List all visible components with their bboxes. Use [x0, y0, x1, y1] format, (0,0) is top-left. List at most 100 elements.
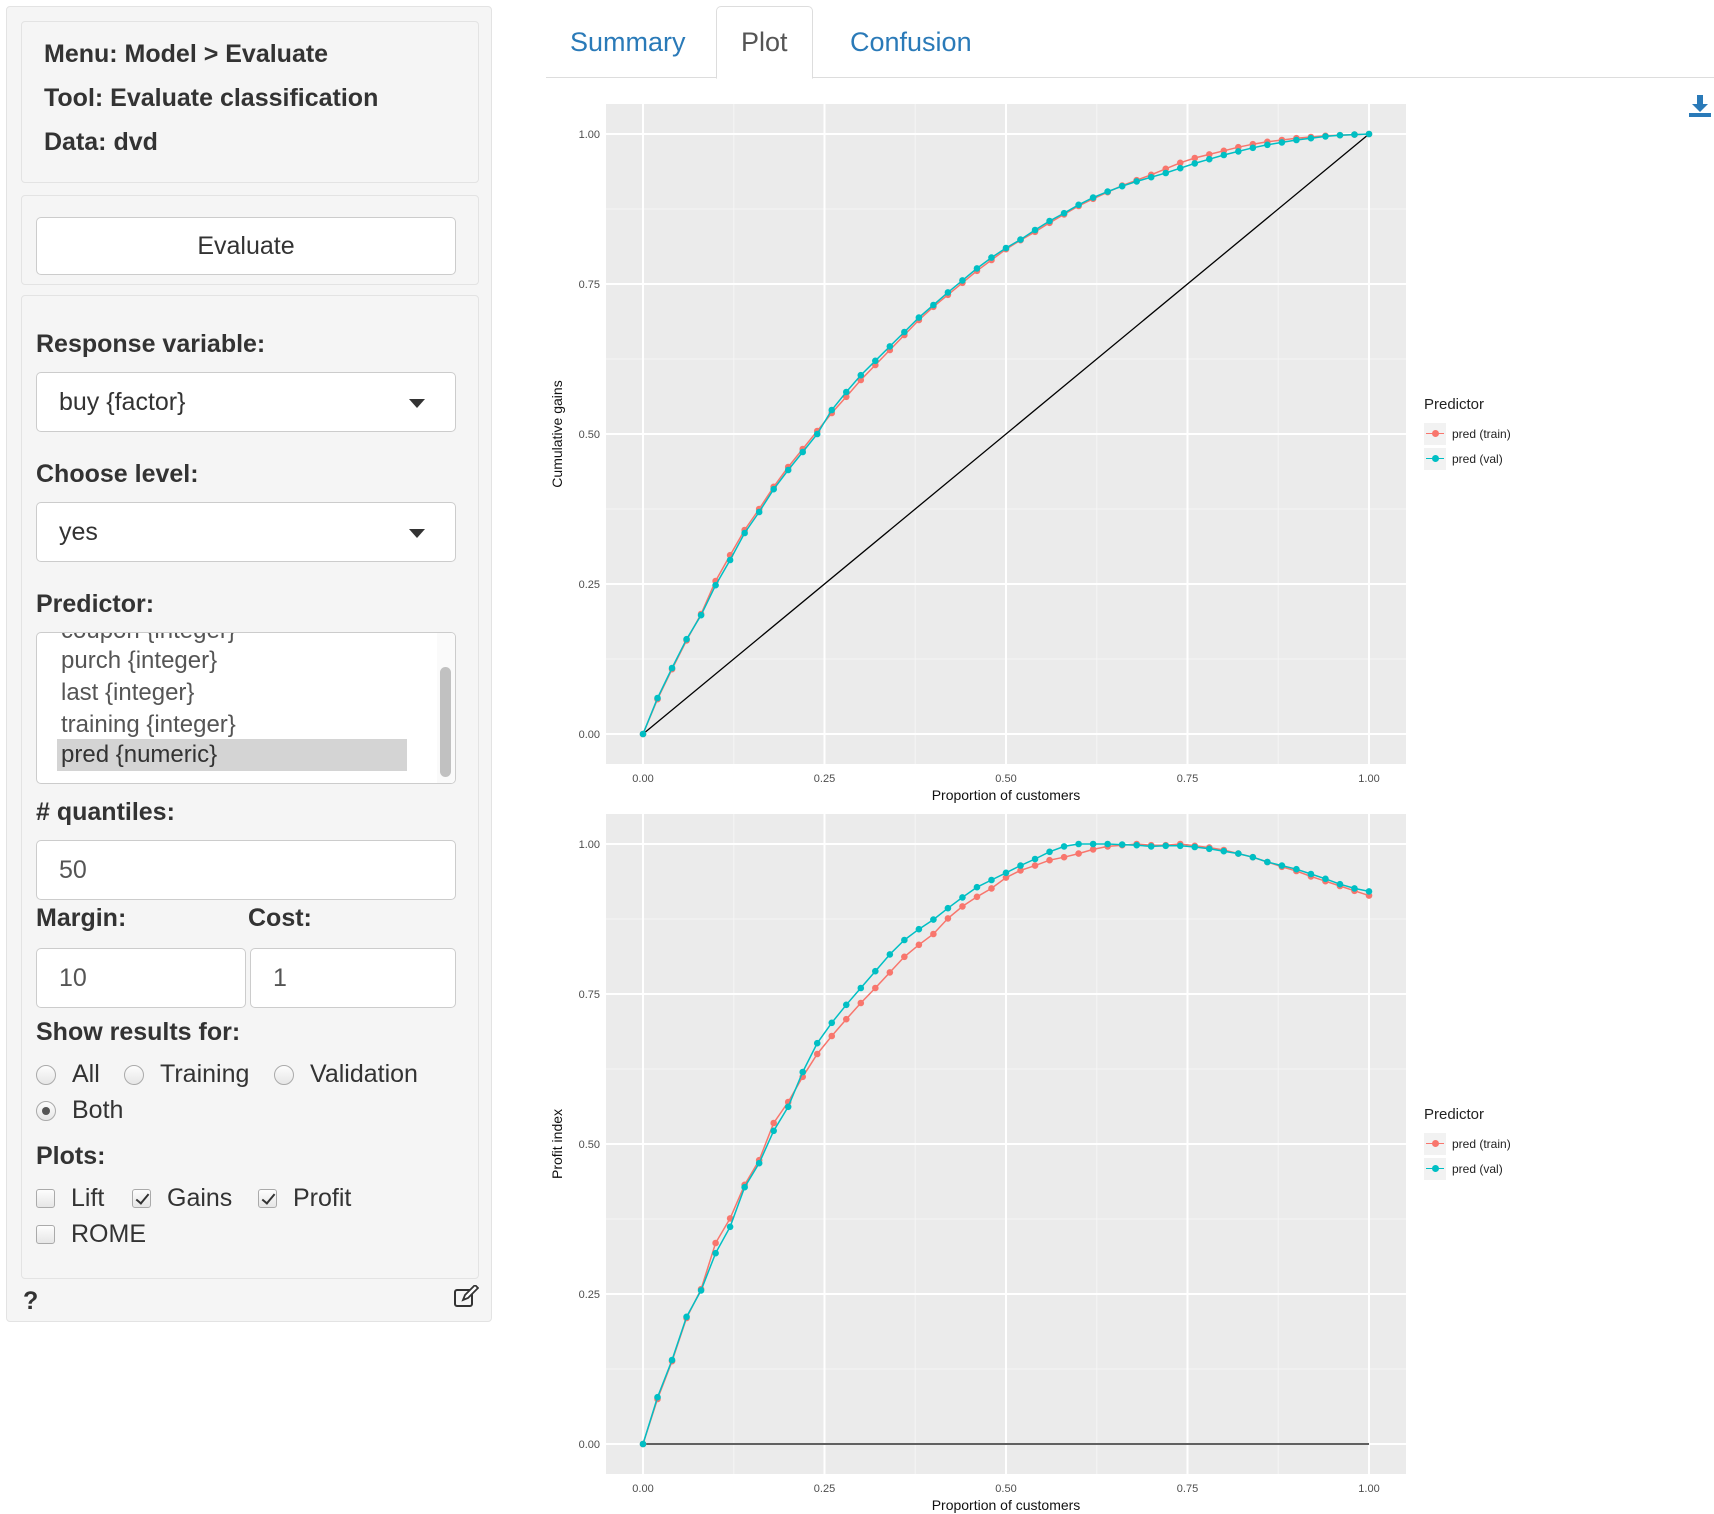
data-point	[901, 936, 908, 944]
gains-chart: 0.00 0.00 0.25 0.25 0.50 0.50 0.75 0.75 1.00 1.00…	[549, 104, 1406, 803]
predictor-option[interactable]: last {integer}	[61, 679, 195, 706]
response-variable-select[interactable]: buy {factor}	[36, 372, 456, 432]
edit-icon[interactable]	[453, 1283, 480, 1314]
checkbox-gains[interactable]: Gains	[132, 1184, 232, 1213]
evaluate-button[interactable]: Evaluate	[36, 217, 456, 275]
gains-plot: 0.00 0.00 0.25 0.25 0.50 0.50 0.75 0.75 1.00 1.00…	[546, 94, 1546, 804]
help-icon[interactable]: ?	[23, 1287, 39, 1315]
data-point	[915, 941, 923, 949]
x-tick-label: 0.75	[1177, 773, 1198, 785]
data-point	[654, 1393, 661, 1401]
legend-key	[1424, 1157, 1446, 1180]
data-point	[1075, 840, 1082, 848]
data-point	[1133, 178, 1140, 185]
chevron-down-icon	[409, 529, 425, 538]
radio-button[interactable]	[124, 1064, 144, 1085]
legend-label: pred (val)	[1452, 1161, 1503, 1176]
data-point	[1365, 888, 1373, 895]
data-point	[973, 883, 981, 891]
x-tick-label: 0.00	[632, 1483, 653, 1495]
choose-level-select[interactable]: yes	[36, 502, 456, 562]
data-point	[930, 930, 937, 938]
data-point	[741, 529, 748, 537]
margin-input[interactable]: 10	[36, 948, 246, 1008]
y-tick-label: 0.25	[579, 579, 600, 591]
radio-button-selected[interactable]	[36, 1100, 56, 1121]
data-point	[639, 1440, 647, 1448]
predictor-listbox[interactable]: coupon {integer} purch {integer} last {i…	[36, 632, 456, 784]
cost-input[interactable]: 1	[250, 948, 456, 1008]
data-point	[842, 1015, 850, 1023]
data-point	[1089, 846, 1097, 853]
legend-label: pred (train)	[1452, 426, 1511, 441]
data-point	[712, 581, 719, 589]
radio-button[interactable]	[274, 1064, 294, 1085]
data-point	[1104, 840, 1111, 848]
legend-key	[1424, 1132, 1446, 1155]
checkbox-profit[interactable]: Profit	[258, 1184, 351, 1213]
data-point	[886, 951, 894, 958]
data-point	[988, 876, 995, 884]
checkbox-checked[interactable]	[258, 1189, 277, 1208]
quantiles-input[interactable]: 50	[36, 840, 456, 900]
predictor-option[interactable]: coupon {integer}	[61, 633, 236, 645]
predictor-option-selected[interactable]: pred {numeric}	[57, 739, 407, 771]
legend-item-train: pred (train)	[1424, 1131, 1511, 1156]
data-point	[1235, 850, 1242, 857]
data-point	[1205, 151, 1213, 158]
legend-key	[1424, 422, 1446, 445]
checkbox[interactable]	[36, 1189, 55, 1208]
radio-all[interactable]: All	[36, 1060, 100, 1089]
data-info: Data: dvd	[44, 128, 158, 156]
radio-button[interactable]	[36, 1064, 56, 1085]
data-point	[1002, 874, 1010, 881]
data-point	[712, 1249, 719, 1257]
y-tick-label: 0.50	[579, 1139, 600, 1151]
choose-level-label: Choose level:	[36, 460, 199, 488]
x-axis-label: Proportion of customers	[932, 787, 1081, 803]
scrollbar-thumb[interactable]	[440, 667, 451, 777]
data-point	[1307, 134, 1315, 142]
data-point	[1060, 853, 1068, 861]
tab-confusion[interactable]: Confusion	[850, 26, 972, 57]
checkbox-rome[interactable]: ROME	[36, 1220, 146, 1249]
data-point	[1264, 858, 1271, 866]
data-point	[755, 1159, 763, 1167]
radio-validation[interactable]: Validation	[274, 1060, 418, 1089]
data-point	[1336, 131, 1344, 139]
checkbox-label: Lift	[71, 1184, 105, 1212]
choose-level-value: yes	[59, 518, 98, 546]
radio-label: Training	[160, 1060, 250, 1088]
data-point	[857, 371, 865, 379]
checkbox[interactable]	[36, 1225, 55, 1244]
tab-bar: Summary Plot Confusion	[546, 0, 1714, 79]
data-point	[755, 508, 763, 516]
data-point	[1075, 850, 1082, 857]
y-tick-label: 0.00	[579, 1439, 600, 1451]
data-point	[1365, 130, 1373, 138]
data-point	[1176, 842, 1184, 850]
profit-chart: 0.00 0.00 0.25 0.25 0.50 0.50 0.75 0.75 1.00 1.00…	[549, 814, 1406, 1513]
data-point	[1249, 144, 1257, 152]
tab-plot[interactable]: Plot	[716, 6, 813, 79]
data-point	[1205, 845, 1213, 853]
listbox-scrollbar[interactable]	[437, 633, 455, 783]
data-point	[959, 894, 966, 901]
data-point	[901, 953, 908, 961]
predictor-option[interactable]: purch {integer}	[61, 647, 218, 674]
tool-info: Tool: Evaluate classification	[44, 84, 379, 112]
radio-training[interactable]: Training	[124, 1060, 249, 1089]
data-point	[1046, 848, 1053, 856]
download-icon[interactable]	[1688, 94, 1712, 123]
checkbox-lift[interactable]: Lift	[36, 1184, 104, 1213]
margin-label: Margin:	[36, 904, 127, 932]
checkbox-checked[interactable]	[132, 1189, 151, 1208]
data-point	[784, 466, 792, 474]
radio-both[interactable]: Both	[36, 1096, 123, 1125]
predictor-option[interactable]: training {integer}	[61, 711, 236, 738]
x-tick-label: 1.00	[1358, 1483, 1379, 1495]
y-axis-label: Profit index	[549, 1109, 565, 1179]
tab-summary[interactable]: Summary	[570, 26, 686, 57]
y-tick-label: 1.00	[579, 839, 600, 851]
checkbox-label: Gains	[167, 1184, 233, 1212]
